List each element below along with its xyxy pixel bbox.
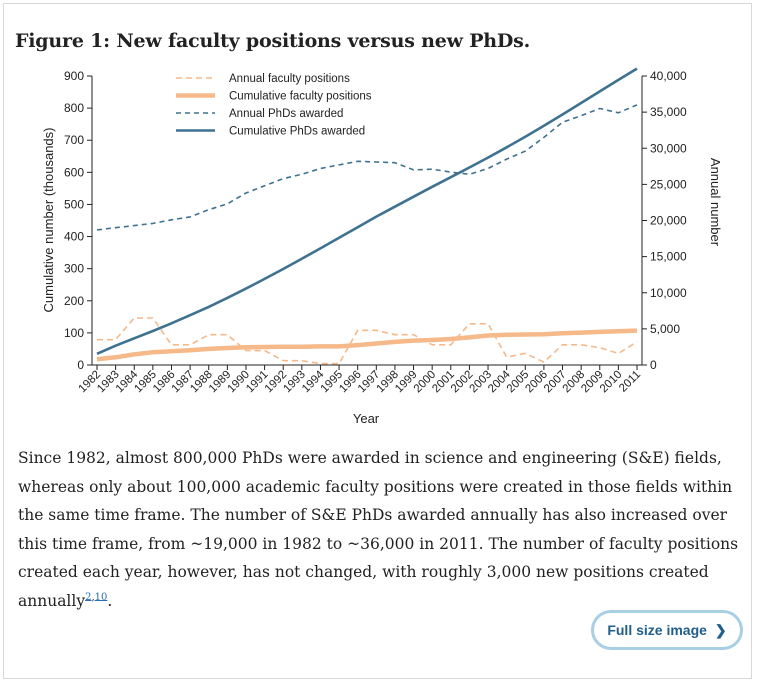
caption-end: . <box>107 591 113 610</box>
legend-label-1: Annual faculty positions <box>229 73 350 85</box>
chevron-right-icon: ❯ <box>714 621 727 638</box>
series-line-3 <box>96 104 638 231</box>
figure-title: Figure 1: New faculty positions versus n… <box>15 30 531 52</box>
y-tick-label-left: 500 <box>64 197 84 211</box>
y-tick-label-left: 900 <box>64 69 84 83</box>
series-line-1 <box>97 317 638 365</box>
y-tick-label-right: 30,000 <box>650 141 687 155</box>
y-tick-label-right: 15,000 <box>650 250 687 264</box>
reference-link-2[interactable]: 2 <box>85 591 92 603</box>
y-tick-label-left: 0 <box>77 358 84 372</box>
full-size-image-label: Full size image <box>607 622 707 638</box>
y-tick-label-left: 100 <box>64 326 84 340</box>
reference-link-10[interactable]: 10 <box>94 591 108 603</box>
y-tick-label-left: 700 <box>64 133 84 147</box>
y-tick-label-right: 20,000 <box>650 214 687 228</box>
y-tick-label-right: 35,000 <box>650 105 687 119</box>
series-line-2 <box>96 328 638 362</box>
y-tick-label-right: 40,000 <box>650 69 687 83</box>
y-tick-label-left: 200 <box>64 294 84 308</box>
series-line-4 <box>96 67 638 355</box>
caption-references: 2,10 <box>85 591 107 602</box>
chart: 0 100 200 300 400 500 600 700 800 900 0 5,000 10,000… <box>41 67 723 426</box>
reference-separator: , <box>91 591 95 603</box>
legend-label-3: Annual PhDs awarded <box>229 108 343 120</box>
y-tick-label-left: 300 <box>64 262 84 276</box>
y-tick-label-left: 800 <box>64 101 84 115</box>
y-axis-title-right: Annual number <box>708 158 723 247</box>
y-tick-label-right: 0 <box>650 358 657 372</box>
y-tick-label-left: 400 <box>64 230 84 244</box>
x-axis-title: Year <box>353 411 380 426</box>
figure-caption: Since 1982, almost 800,000 PhDs were awa… <box>18 444 746 615</box>
figure-card: Figure 1: New faculty positions versus n… <box>3 3 752 679</box>
x-tick-label: 2011 <box>617 369 643 395</box>
y-tick-label-right: 10,000 <box>650 286 687 300</box>
legend-label-4: Cumulative PhDs awarded <box>229 126 365 138</box>
full-size-image-button[interactable]: Full size image ❯ <box>591 610 743 650</box>
y-tick-label-left: 600 <box>64 165 84 179</box>
y-tick-label-right: 25,000 <box>650 177 687 191</box>
y-tick-label-right: 5,000 <box>650 322 680 336</box>
legend-label-2: Cumulative faculty positions <box>229 91 372 103</box>
y-axis-title-left: Cumulative number (thousands) <box>41 128 56 313</box>
caption-text: Since 1982, almost 800,000 PhDs were awa… <box>18 449 739 610</box>
